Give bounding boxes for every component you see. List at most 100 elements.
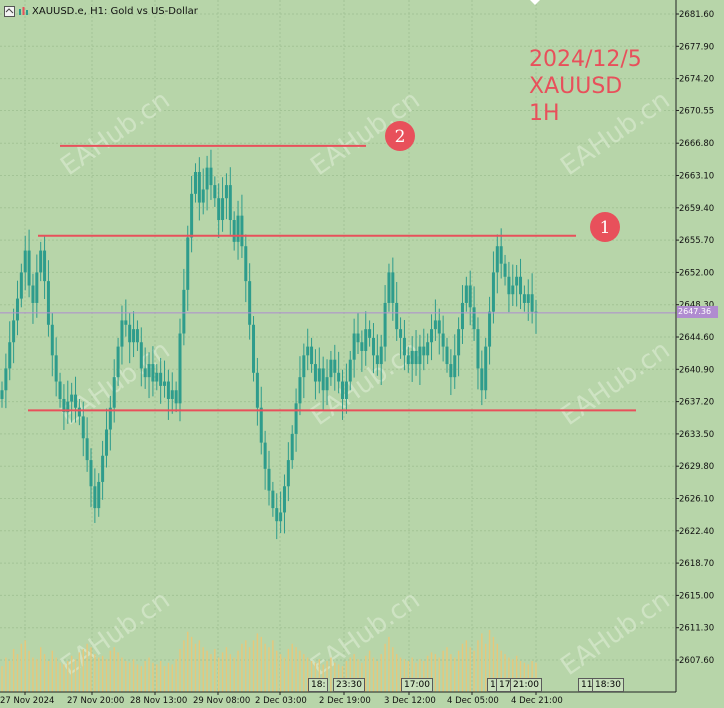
candle-body	[387, 272, 391, 303]
annotation-timeframe: 1H	[529, 101, 560, 126]
candle-body	[54, 355, 58, 382]
candle-body	[507, 276, 511, 295]
candle-body	[244, 246, 248, 282]
chart-type-icon[interactable]	[18, 6, 29, 17]
candle-body	[341, 381, 345, 399]
price-tick-label: 2681.60	[679, 10, 714, 20]
candle-body	[499, 246, 503, 264]
candle-body	[511, 285, 515, 295]
price-tick-label: 2629.80	[679, 462, 714, 472]
candle-body	[15, 298, 19, 321]
candle-body	[430, 329, 434, 343]
candle-body	[395, 302, 399, 330]
candle-body	[491, 272, 495, 312]
chart-shift-marker[interactable]	[530, 0, 540, 5]
candle-body	[0, 390, 4, 399]
candle-body	[155, 372, 159, 382]
candle-body	[104, 429, 108, 456]
candle-body	[58, 381, 62, 399]
candle-body	[89, 460, 93, 487]
candle-body	[352, 333, 356, 360]
annotation-symbol: XAUUSD	[529, 74, 623, 99]
candle-body	[135, 329, 139, 343]
candle-body	[120, 320, 124, 347]
price-tick-label: 2648.30	[679, 301, 714, 311]
candle-body	[255, 372, 259, 408]
candle-body	[217, 198, 221, 221]
price-tick-label: 2618.70	[679, 559, 714, 569]
price-tick-label: 2640.90	[679, 365, 714, 375]
candle-body	[163, 381, 167, 386]
candle-body	[93, 486, 97, 509]
price-tick-label: 2626.10	[679, 495, 714, 505]
level-markers: 21	[385, 121, 620, 242]
candle-body	[472, 307, 476, 330]
price-tick-label: 2633.50	[679, 430, 714, 440]
chart-header: XAUUSD.e, H1: Gold vs US-Dollar	[4, 3, 198, 19]
time-tick-label: 2 Dec 03:00	[255, 696, 307, 706]
price-tick-label: 2666.80	[679, 139, 714, 149]
candle-body	[457, 329, 461, 356]
candle-body	[279, 512, 283, 522]
candle-body	[174, 390, 178, 404]
watermark-text: EAHub.cn	[55, 585, 175, 682]
candle-body	[12, 320, 16, 343]
candle-body	[259, 407, 263, 443]
candle-body	[294, 403, 298, 434]
level-lines[interactable]	[0, 144, 676, 412]
candle-body	[190, 193, 194, 238]
candle-body	[348, 359, 352, 382]
candle-body	[476, 329, 480, 369]
chart-menu-icon[interactable]	[4, 5, 15, 17]
candle-body	[77, 407, 81, 417]
candle-body	[360, 342, 364, 351]
time-tick-label: 29 Nov 08:00	[193, 696, 250, 706]
candle-body	[112, 377, 116, 408]
candle-body	[383, 302, 387, 347]
level-marker-label: 2	[395, 127, 406, 147]
candle-body	[263, 442, 267, 469]
price-tick-label: 2607.60	[679, 656, 714, 666]
candle-body	[306, 346, 310, 356]
candle-body	[344, 381, 348, 399]
watermark-text: EAHub.cn	[555, 335, 675, 432]
time-tick-label: 4 Dec 05:00	[447, 696, 499, 706]
candle-body	[240, 215, 244, 247]
candle-body	[310, 346, 314, 365]
candle-body	[298, 377, 302, 404]
candle-body	[414, 350, 418, 365]
candle-body	[170, 390, 174, 399]
candle-body	[224, 185, 228, 199]
candle-body	[228, 185, 232, 221]
candle-body	[182, 289, 186, 334]
candle-body	[379, 346, 383, 365]
candle-body	[43, 250, 47, 282]
candle-body	[406, 355, 410, 365]
price-tick-label: 2611.30	[679, 624, 714, 634]
candle-body	[282, 486, 286, 513]
candle-body	[39, 250, 43, 273]
candle-body	[81, 416, 85, 439]
candle-body	[166, 381, 170, 399]
time-tick-label: 28 Nov 13:00	[130, 696, 187, 706]
candle-body	[337, 372, 341, 382]
candle-body	[232, 220, 236, 242]
candle-body	[522, 294, 526, 303]
candle-body	[402, 337, 406, 356]
candle-body	[70, 394, 74, 402]
time-marker-box: 17:00	[401, 678, 433, 692]
candle-body	[108, 407, 112, 430]
candle-body	[333, 359, 337, 373]
candle-body	[267, 468, 271, 491]
candle-body	[221, 198, 225, 221]
candle-body	[484, 346, 488, 391]
price-tick-label: 2677.90	[679, 42, 714, 52]
time-tick-label: 3 Dec 12:00	[384, 696, 436, 706]
annotation-date: 2024/12/5	[529, 47, 642, 72]
candle-body	[329, 359, 333, 378]
candle-body	[178, 333, 182, 404]
candle-body	[437, 320, 441, 334]
candle-body	[530, 294, 534, 312]
